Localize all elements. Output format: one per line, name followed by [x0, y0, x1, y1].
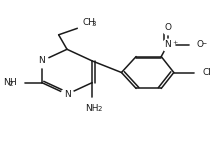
Text: O: O — [197, 40, 204, 49]
Text: N: N — [164, 40, 171, 49]
Text: N: N — [64, 90, 70, 99]
Text: N: N — [39, 56, 45, 65]
Text: NH: NH — [85, 104, 99, 113]
Text: CH: CH — [83, 18, 96, 27]
Text: Cl: Cl — [203, 68, 212, 77]
Text: −: − — [201, 40, 206, 45]
Text: +: + — [172, 40, 177, 45]
Text: O: O — [164, 23, 171, 32]
Text: 2: 2 — [97, 106, 102, 113]
Text: 2: 2 — [9, 81, 13, 87]
Text: H: H — [9, 78, 16, 87]
Text: 3: 3 — [91, 21, 96, 27]
Text: N: N — [3, 78, 10, 87]
